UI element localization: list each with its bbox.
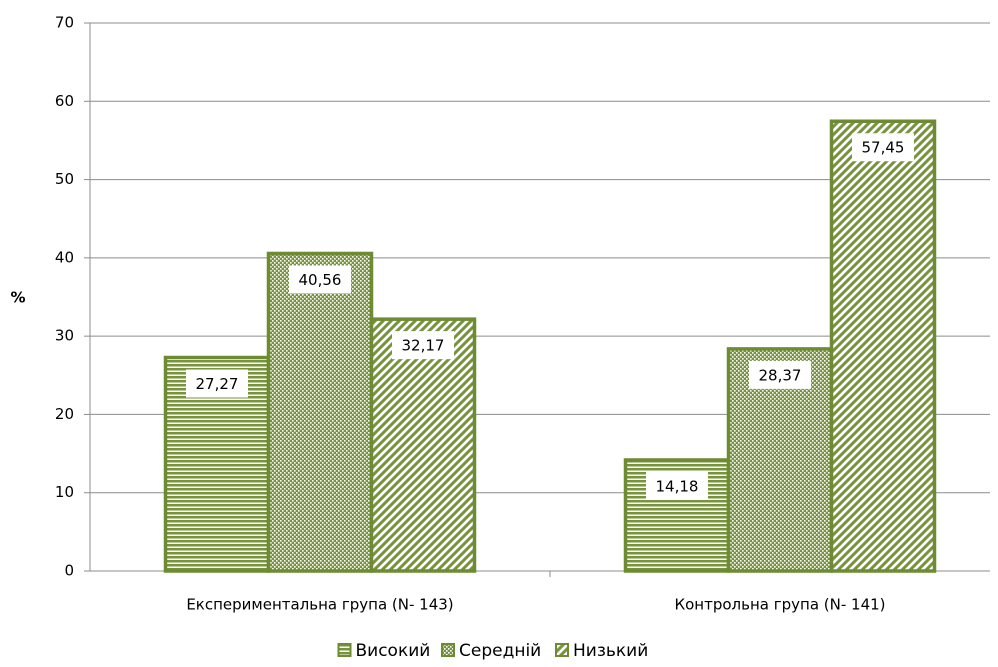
data-label: 40,56 xyxy=(299,271,342,289)
data-label: 14,18 xyxy=(656,477,699,495)
y-tick-label: 10 xyxy=(55,483,74,501)
legend-swatch xyxy=(555,643,569,657)
data-label: 57,45 xyxy=(862,139,905,157)
y-tick-label: 0 xyxy=(64,562,74,580)
x-tick-label: Контрольна група (N- 141) xyxy=(674,596,885,614)
legend-label: Низький xyxy=(573,641,648,661)
legend-label: Високий xyxy=(356,641,431,661)
data-label-box xyxy=(852,133,914,162)
y-tick-label: 30 xyxy=(55,327,74,345)
data-label-box xyxy=(289,265,351,294)
data-label-box xyxy=(186,369,248,398)
bar xyxy=(829,119,937,573)
data-label-box xyxy=(392,331,454,360)
y-tick-label: 60 xyxy=(55,92,74,110)
y-tick-label: 20 xyxy=(55,405,74,423)
data-label: 28,37 xyxy=(759,366,802,384)
y-tick-label: 50 xyxy=(55,170,74,188)
data-label: 27,27 xyxy=(196,375,239,393)
legend-swatch xyxy=(337,643,352,657)
y-axis-label: % xyxy=(10,289,25,307)
data-label-box xyxy=(646,471,708,500)
legend-swatch xyxy=(441,643,455,657)
data-label-box xyxy=(749,360,811,389)
y-tick-label: 40 xyxy=(55,248,74,266)
bar xyxy=(266,251,374,573)
bar xyxy=(369,317,477,573)
y-tick-label: 70 xyxy=(55,14,74,32)
legend-label: Середній xyxy=(459,641,541,661)
x-tick-label: Експериментальна група (N- 143) xyxy=(186,596,453,614)
data-label: 32,17 xyxy=(402,337,445,355)
